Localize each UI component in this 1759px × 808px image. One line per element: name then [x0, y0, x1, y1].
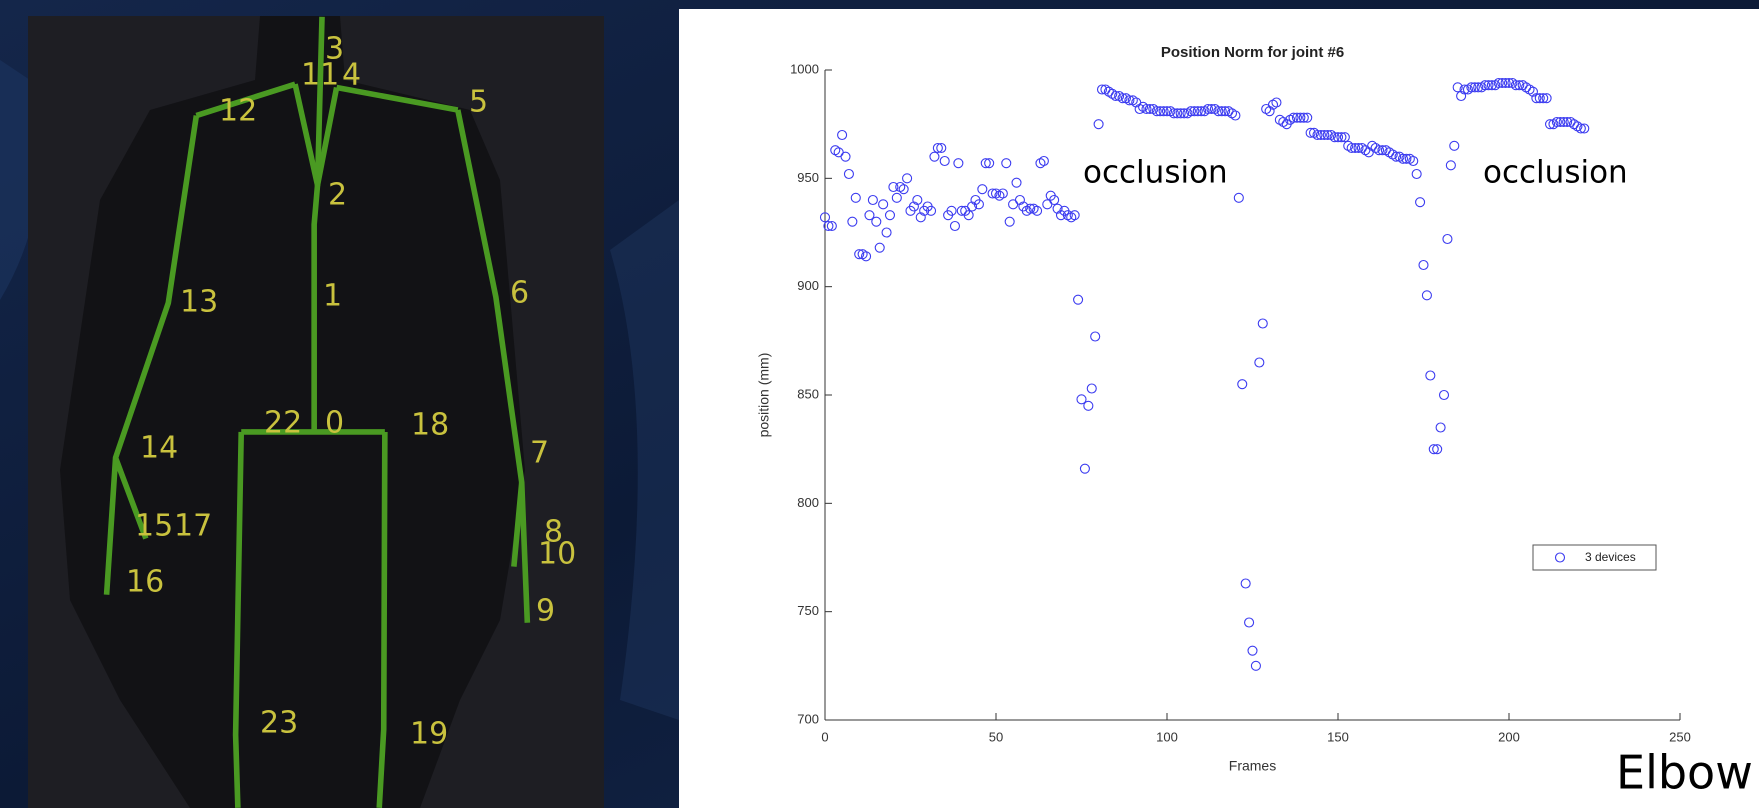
y-axis-label: position (mm): [756, 353, 772, 438]
x-axis-label: Frames: [1229, 758, 1276, 774]
x-tick-label: 150: [1327, 729, 1349, 744]
x-tick-label: 0: [821, 729, 828, 744]
joint-label: 2: [328, 178, 347, 213]
joint-label: 11: [301, 58, 339, 93]
legend-label: 3 devices: [1585, 550, 1636, 564]
y-tick-label: 900: [797, 278, 819, 293]
chart-title: Position Norm for joint #6: [1161, 44, 1344, 61]
y-tick-label: 850: [797, 386, 819, 401]
joint-label: 19: [410, 717, 448, 752]
joint-label: 12: [219, 94, 257, 129]
joint-label: 16: [126, 565, 164, 600]
joint-label: 5: [469, 85, 488, 120]
joint-label: 7: [530, 436, 549, 471]
x-tick-label: 100: [1156, 729, 1178, 744]
annotation: Elbow: [1616, 746, 1753, 800]
joint-label: 6: [510, 276, 529, 311]
joint-label: 9: [536, 594, 555, 629]
y-tick-label: 1000: [790, 61, 819, 76]
joint-label: 1: [323, 279, 342, 314]
joint-label: 0: [325, 406, 344, 441]
joint-label: 23: [260, 706, 298, 741]
joint-label: 10: [538, 537, 576, 572]
joint-label: 17: [174, 509, 212, 544]
joint-label: 14: [140, 431, 178, 466]
joint-label: 18: [411, 408, 449, 443]
annotation: occlusion: [1083, 155, 1228, 191]
joint-label: 4: [342, 58, 361, 93]
y-tick-label: 950: [797, 170, 819, 185]
plot-panel: [679, 9, 1759, 808]
y-tick-label: 750: [797, 603, 819, 618]
joint-label: 13: [180, 285, 218, 320]
annotation: occlusion: [1483, 155, 1628, 191]
page: {"skeleton": {"labels": ["3","11","4","1…: [0, 0, 1759, 808]
joint-label: 15: [135, 509, 173, 544]
joint-label: 22: [264, 406, 302, 441]
x-tick-label: 250: [1669, 729, 1691, 744]
y-tick-label: 700: [797, 711, 819, 726]
screen: 3114125211362201814715178101692319 Posit…: [0, 0, 1759, 808]
y-tick-label: 800: [797, 495, 819, 510]
x-tick-label: 50: [989, 729, 1003, 744]
x-tick-label: 200: [1498, 729, 1520, 744]
